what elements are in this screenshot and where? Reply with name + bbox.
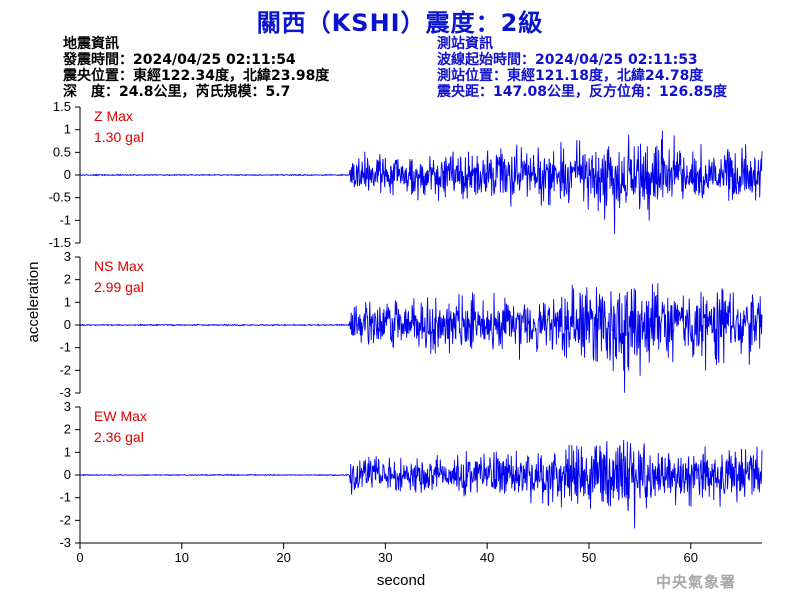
ns-max-title: NS Max [94, 258, 144, 274]
ew-waveform-trace [79, 439, 763, 529]
z-y-tick-label: 1 [64, 122, 71, 137]
x-tick-label: 20 [276, 550, 290, 565]
ew-max-value: 2.36 gal [94, 429, 144, 445]
z-y-tick-label: 1.5 [53, 99, 71, 114]
ns-y-tick-label: 2 [64, 272, 71, 287]
z-max-value: 1.30 gal [94, 129, 144, 145]
ns-max-value: 2.99 gal [94, 279, 144, 295]
station-info-block: 測站資訊 波線起始時間：2024/04/25 02:11:53 測站位置：東經1… [437, 36, 727, 100]
z-max-title: Z Max [94, 108, 133, 124]
y-axis-label: acceleration [25, 262, 42, 343]
ns-y-tick-label: 0 [64, 317, 71, 332]
agency-watermark: 中央氣象署 [656, 573, 737, 591]
z-y-tick-label: 0.5 [53, 144, 71, 159]
x-axis-label: second [377, 572, 425, 589]
x-tick-label: 30 [378, 550, 392, 565]
x-tick-label: 60 [684, 550, 698, 565]
z-y-tick-label: -1.5 [49, 235, 71, 250]
depth-magnitude: 深 度：24.8公里，芮氏規模：5.7 [63, 84, 291, 100]
ns-y-tick-label: -1 [59, 340, 71, 355]
ns-y-tick-label: 3 [64, 249, 71, 264]
ew-y-tick-label: 1 [64, 444, 71, 459]
ew-y-tick-label: 3 [64, 399, 71, 414]
distance-azimuth: 震央距：147.08公里，反方位角：126.85度 [437, 84, 728, 100]
z-y-tick-label: -1 [59, 212, 71, 227]
ew-y-tick-label: -2 [59, 512, 71, 527]
ns-waveform-trace [79, 283, 763, 393]
z-waveform-trace [79, 130, 763, 234]
quake-info-block: 地震資訊 發震時間：2024/04/25 02:11:54 震央位置：東經122… [63, 36, 329, 100]
ns-y-tick-label: -3 [59, 385, 71, 400]
ew-max-title: EW Max [94, 408, 147, 424]
ew-y-tick-label: 0 [64, 467, 71, 482]
z-y-tick-label: -0.5 [49, 190, 71, 205]
ew-y-tick-label: -1 [59, 490, 71, 505]
ns-y-tick-label: -2 [59, 362, 71, 377]
ew-y-tick-label: 2 [64, 422, 71, 437]
ew-y-tick-label: -3 [59, 535, 71, 550]
ns-y-tick-label: 1 [64, 294, 71, 309]
epicenter-location: 震央位置：東經122.34度，北緯23.98度 [63, 68, 330, 84]
quake-info-heading: 地震資訊 [63, 36, 119, 52]
wave-start-time: 波線起始時間：2024/04/25 02:11:53 [437, 52, 698, 68]
z-y-tick-label: 0 [64, 167, 71, 182]
x-tick-label: 0 [76, 550, 83, 565]
station-info-heading: 測站資訊 [437, 36, 493, 52]
x-tick-label: 50 [582, 550, 596, 565]
x-tick-label: 40 [480, 550, 494, 565]
page-title: 關西（KSHI）震度：2級 [256, 9, 544, 37]
origin-time: 發震時間：2024/04/25 02:11:54 [63, 52, 296, 68]
x-tick-label: 10 [175, 550, 189, 565]
station-location: 測站位置：東經121.18度，北緯24.78度 [437, 68, 704, 84]
